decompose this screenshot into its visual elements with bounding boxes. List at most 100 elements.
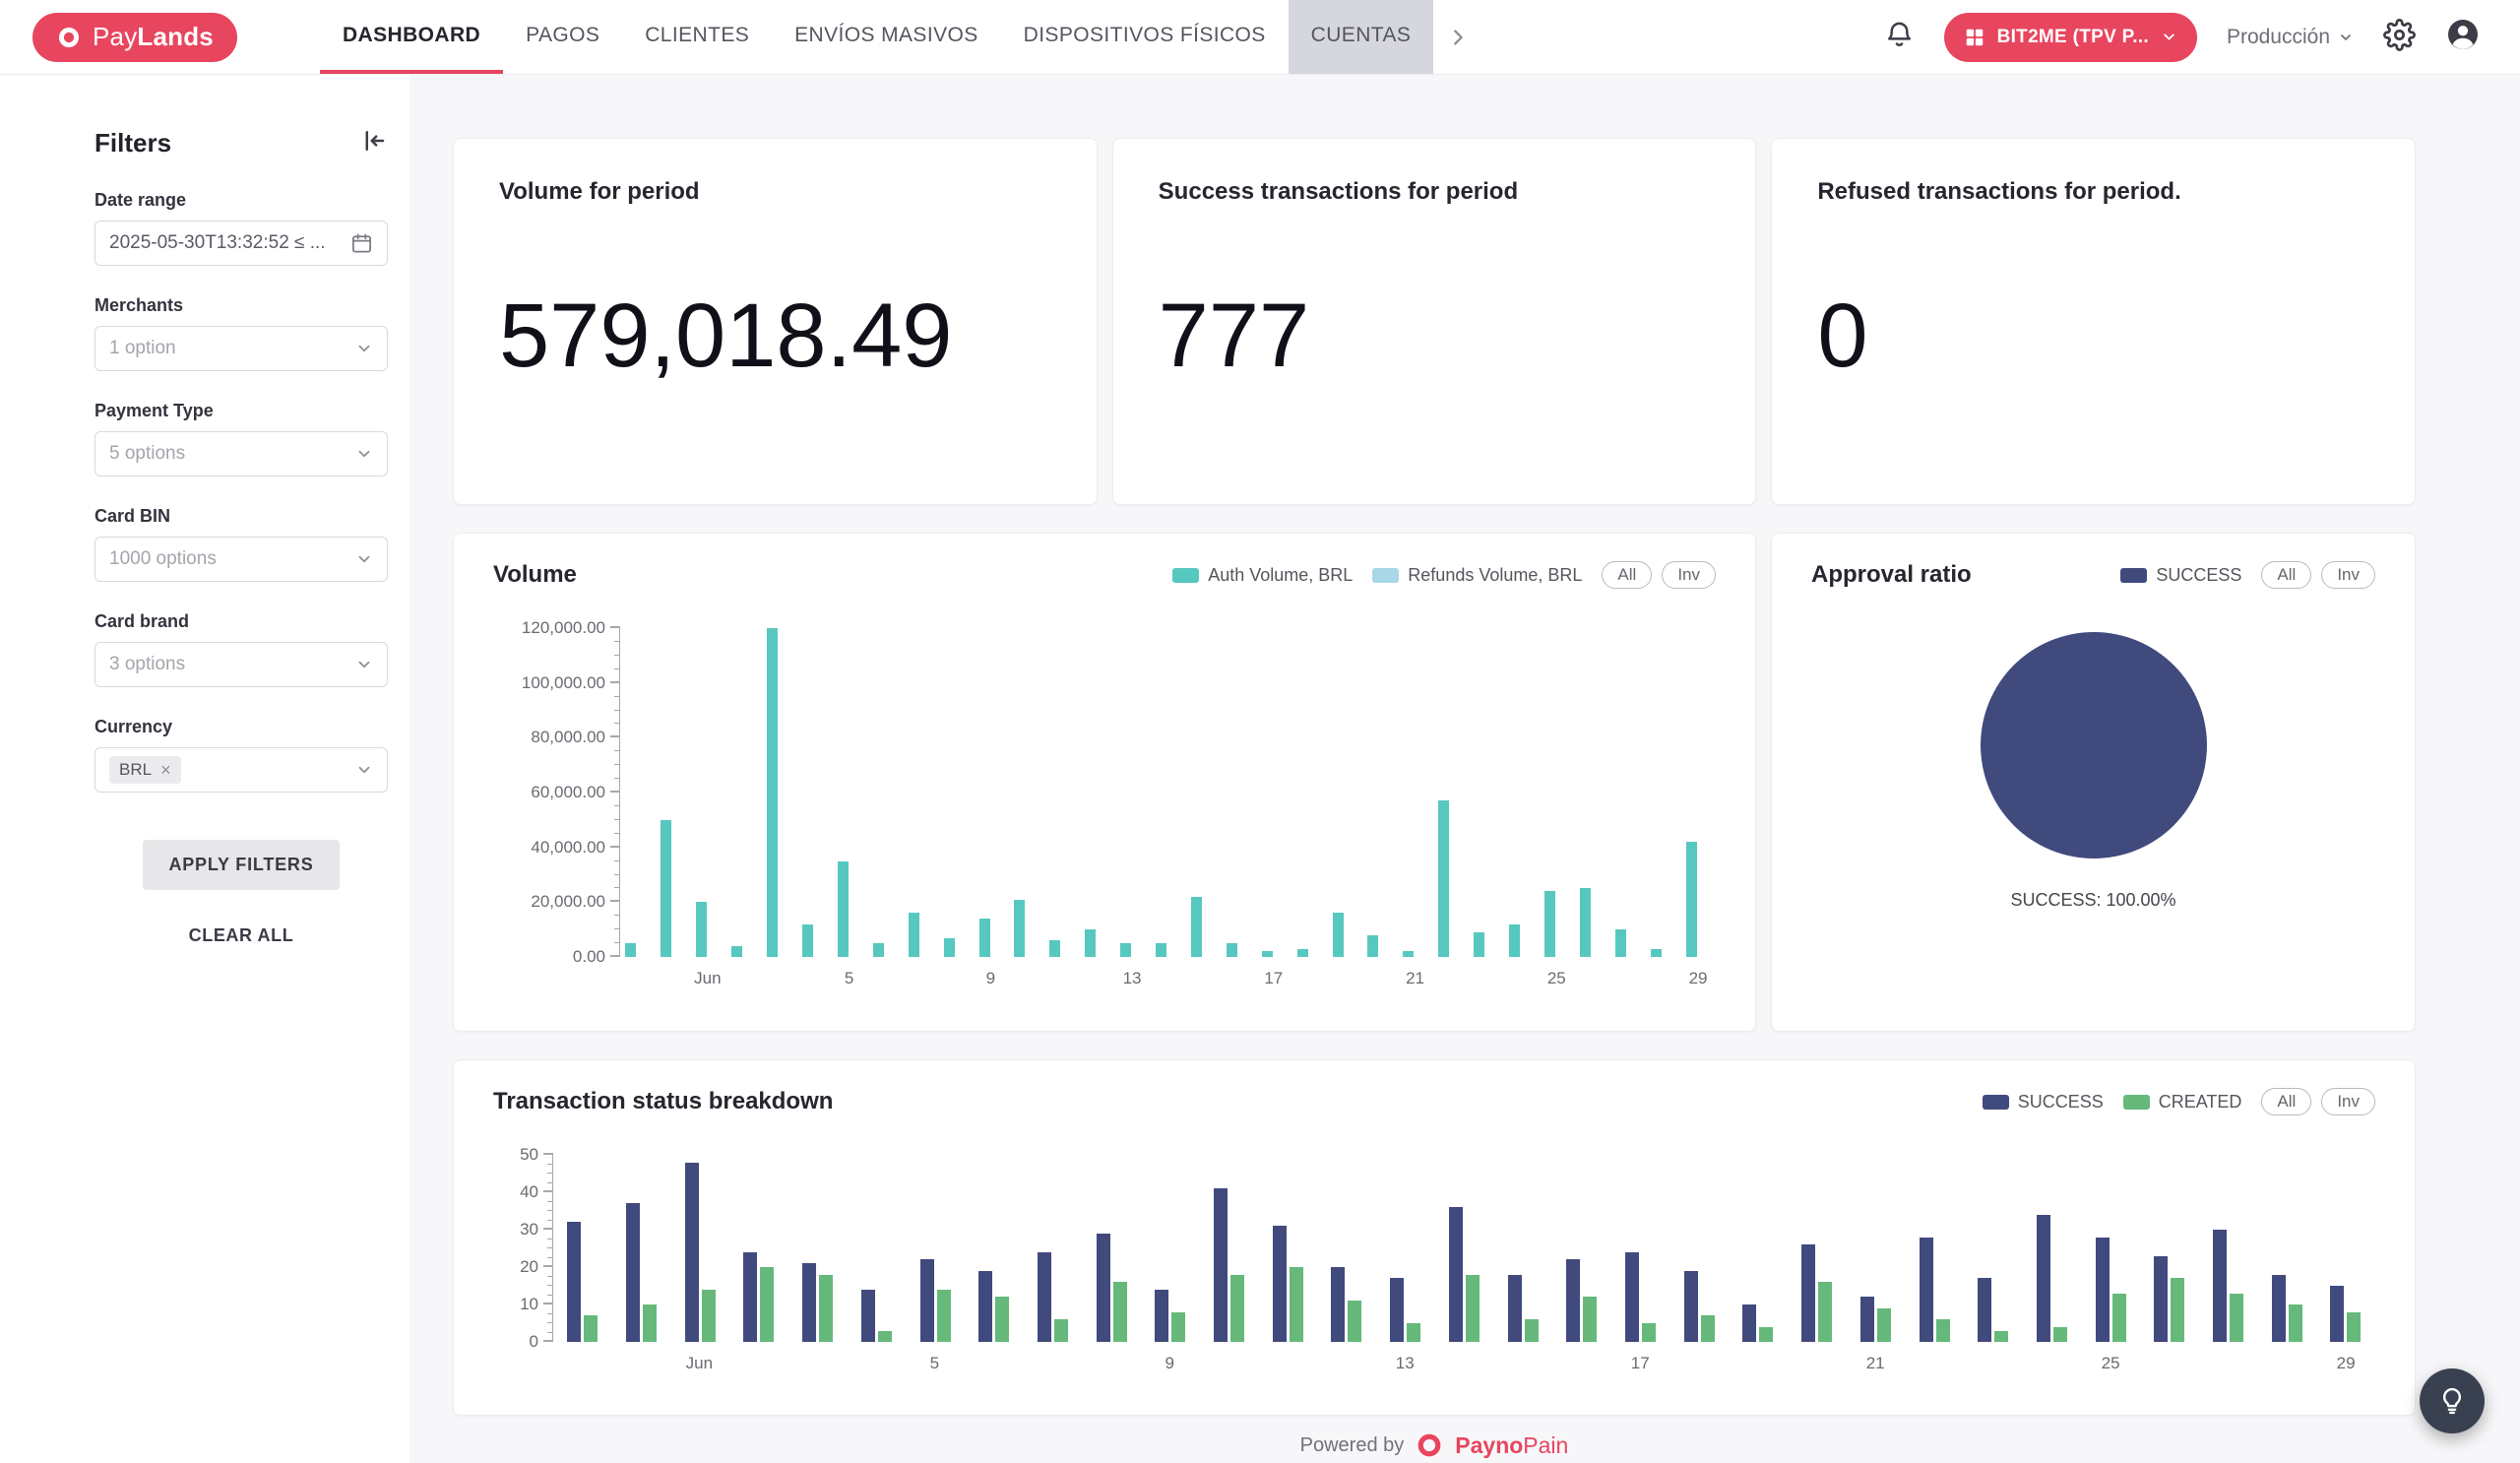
bar-group <box>1493 1155 1552 1342</box>
bar-group <box>1327 628 1362 957</box>
legend-inv-button[interactable]: Inv <box>2321 561 2375 589</box>
bell-icon <box>1887 22 1911 46</box>
legend-all-button[interactable]: All <box>2261 561 2312 589</box>
currency-chip-remove-button[interactable]: × <box>160 760 171 780</box>
legend-all-button[interactable]: All <box>2261 1088 2312 1115</box>
topbar: PayLands DASHBOARD PAGOS CLIENTES ENVÍOS… <box>0 0 2520 75</box>
bar <box>1935 1319 1950 1342</box>
bar-group <box>832 628 867 957</box>
payment-type-value: 5 options <box>109 443 186 464</box>
legend-inv-button[interactable]: Inv <box>2321 1088 2375 1115</box>
bar-group <box>1964 1155 2023 1342</box>
logo-text: PayLands <box>93 22 214 51</box>
tick-mark <box>610 626 620 628</box>
notifications-bell-button[interactable] <box>1884 20 1915 55</box>
apply-filters-button[interactable]: APPLY FILTERS <box>143 840 340 890</box>
bar <box>1859 1297 1874 1342</box>
bar-group <box>691 628 726 957</box>
tick-mark <box>543 1190 553 1192</box>
bar <box>1583 1297 1598 1342</box>
chevron-down-icon <box>358 766 370 774</box>
bar-group <box>1788 1155 1847 1342</box>
help-fab-button[interactable] <box>2420 1368 2485 1433</box>
bar <box>1407 1323 1421 1342</box>
legend-item-success[interactable]: SUCCESS <box>1982 1092 2104 1113</box>
bar <box>1049 940 1061 957</box>
stat-title: Success transactions for period <box>1158 178 1519 205</box>
bar <box>908 913 919 957</box>
paylands-logo[interactable]: PayLands <box>32 12 237 62</box>
tick-mark <box>614 764 620 766</box>
bar-group <box>1552 1155 1611 1342</box>
bar-group <box>1680 628 1716 957</box>
settings-button[interactable] <box>2383 18 2416 56</box>
nav-item-envios-masivos[interactable]: ENVÍOS MASIVOS <box>794 23 978 46</box>
legend-inv-button[interactable]: Inv <box>1662 561 1716 589</box>
account-selector-button[interactable]: BIT2ME (TPV P... <box>1943 12 2197 62</box>
tick-mark <box>614 942 620 944</box>
x-tick-label: 5 <box>929 1354 940 1372</box>
card-brand-select[interactable]: 3 options <box>94 642 388 687</box>
bar <box>1332 913 1344 957</box>
bar-group <box>729 1155 788 1342</box>
bar-group <box>1151 628 1186 957</box>
bar-group <box>1504 628 1540 957</box>
bar-group <box>2023 1155 2082 1342</box>
tick-mark <box>614 654 620 656</box>
bar-group <box>1846 1155 1905 1342</box>
bar-group <box>1080 628 1115 957</box>
bar <box>1994 1330 2009 1342</box>
nav-overflow-chevron[interactable] <box>1433 0 1482 74</box>
currency-chip-label: BRL <box>119 760 153 779</box>
plot-area <box>610 626 1716 957</box>
bar-group <box>1317 1155 1376 1342</box>
legend-item-created[interactable]: CREATED <box>2122 1092 2241 1113</box>
date-range-input[interactable] <box>94 221 388 266</box>
collapse-sidebar-button[interactable] <box>358 126 388 160</box>
card-bin-select[interactable]: 1000 options <box>94 537 388 582</box>
nav-item-pagos[interactable]: PAGOS <box>526 23 600 46</box>
nav-item-dashboard[interactable]: DASHBOARD <box>319 0 504 74</box>
environment-selector[interactable]: Producción <box>2227 26 2354 49</box>
legend-item-auth-volume[interactable]: Auth Volume, BRL <box>1172 565 1353 586</box>
merchants-select[interactable]: 1 option <box>94 326 388 371</box>
breakdown-bar-chart: 0 10 20 30 40 50 Jun 5 9 13 17 21 25 29 <box>493 1145 2375 1381</box>
payment-type-select[interactable]: 5 options <box>94 431 388 477</box>
legend-item-success[interactable]: SUCCESS <box>2120 565 2241 586</box>
nav-item-cuentas[interactable]: CUENTAS <box>1288 0 1434 74</box>
bar-group <box>848 1155 907 1342</box>
bar-group <box>1009 628 1044 957</box>
calendar-icon[interactable] <box>350 230 373 256</box>
legend-item-refunds-volume[interactable]: Refunds Volume, BRL <box>1372 565 1582 586</box>
bar <box>1085 929 1097 957</box>
bar <box>1190 896 1202 957</box>
legend-label: Auth Volume, BRL <box>1208 564 1354 585</box>
x-axis-labels: Jun 5 9 13 17 21 25 29 <box>552 1342 2375 1381</box>
card-bin-value: 1000 options <box>109 548 217 569</box>
legend-swatch <box>1982 1094 2009 1110</box>
nav-item-clientes[interactable]: CLIENTES <box>645 23 750 46</box>
account-button[interactable] <box>2445 17 2481 57</box>
bar <box>1403 951 1415 957</box>
bar-group <box>1905 1155 1964 1342</box>
legend-all-button[interactable]: All <box>1602 561 1653 589</box>
tick-mark <box>543 1228 553 1230</box>
tick-mark <box>614 928 620 930</box>
clear-all-button[interactable]: CLEAR ALL <box>188 925 294 945</box>
tick-mark <box>543 1265 553 1267</box>
bar-group <box>1200 1155 1259 1342</box>
date-range-value[interactable] <box>109 232 343 254</box>
x-tick-label: 13 <box>1122 969 1142 987</box>
bar <box>943 937 955 957</box>
paynopain-logo-text[interactable]: PaynoPain <box>1455 1431 1569 1458</box>
bar <box>1614 929 1626 957</box>
tick-mark <box>547 1173 553 1174</box>
x-tick-label: 13 <box>1395 1354 1415 1372</box>
bar <box>1289 1267 1303 1342</box>
bar <box>1120 943 1132 957</box>
currency-select[interactable]: BRL × <box>94 747 388 793</box>
bar <box>1112 1282 1127 1342</box>
nav-item-dispositivos-fisicos[interactable]: DISPOSITIVOS FÍSICOS <box>1023 23 1266 46</box>
bar <box>1171 1311 1186 1342</box>
bar <box>978 1270 993 1342</box>
